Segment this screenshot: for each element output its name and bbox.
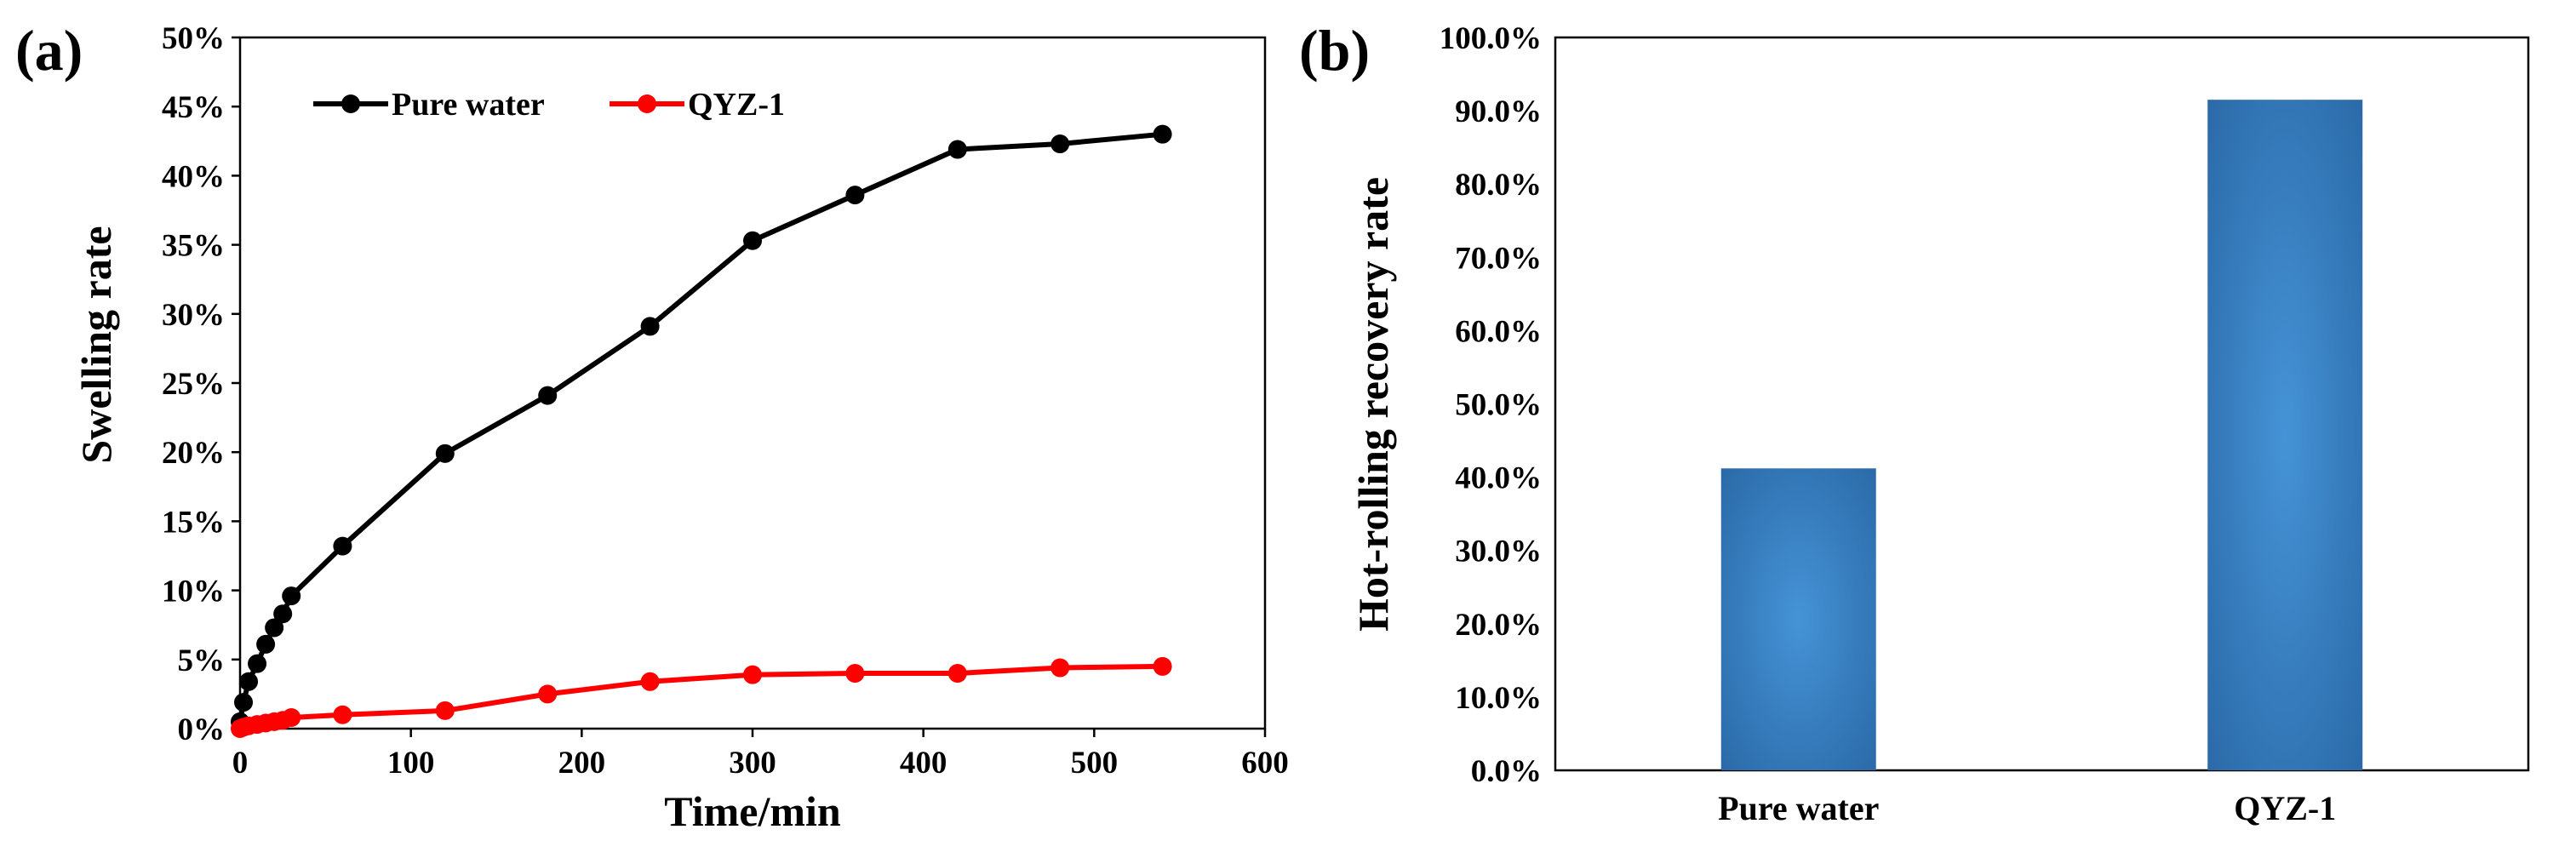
data-point-pure-water: [640, 317, 660, 336]
panel-a: (a) 0% 5% 10% 15% 20% 25% 30% 35% 40% 45% 50% 0 100…: [15, 18, 1289, 835]
y-tick-label-a: 30%: [162, 298, 225, 333]
y-axis-title-a: Swelling rate: [72, 226, 120, 463]
data-point-qyz-1: [743, 665, 762, 684]
category-labels-b: Pure water QYZ-1: [1718, 789, 2336, 827]
series-line-qyz-1: [238, 663, 1163, 731]
x-tick-label-a: 500: [1071, 746, 1119, 781]
legend-label-pure-water: Pure water: [392, 87, 545, 123]
data-point-pure-water: [538, 386, 558, 405]
y-tick-label-a: 45%: [162, 90, 225, 125]
data-point-pure-water: [265, 618, 284, 638]
x-axis-title-a: Time/min: [664, 787, 841, 835]
plot-b-frame: [1554, 36, 2530, 772]
panel-b: (b) 0.0% 10.0% 20.0% 30.0% 40.0% 50.0% 60.0% 70…: [1299, 18, 2530, 827]
panel-a-label: (a): [15, 18, 83, 83]
x-tick-label-a: 300: [729, 746, 776, 781]
y-tick-label-a: 25%: [162, 367, 225, 402]
data-point-pure-water: [845, 186, 865, 205]
x-tick-label-a: 600: [1241, 746, 1289, 781]
x-tick-label-a: 400: [900, 746, 947, 781]
data-point-pure-water: [273, 604, 293, 624]
x-tick-label-a: 0: [232, 746, 249, 781]
data-point-pure-water: [1153, 124, 1172, 144]
data-point-qyz-1: [333, 705, 352, 724]
data-point-pure-water: [239, 672, 259, 691]
panel-b-label: (b): [1299, 18, 1370, 83]
y-tick-label-b: 0.0%: [1471, 754, 1542, 789]
bar-qyz-1: [2207, 100, 2363, 770]
y-tick-label-a: 35%: [162, 229, 225, 264]
y-tick-label-a: 20%: [162, 436, 225, 471]
legend-label-qyz1: QYZ-1: [688, 87, 785, 123]
legend-a: Pure water QYZ-1: [313, 87, 785, 123]
data-point-qyz-1: [845, 664, 865, 684]
y-tick-label-a: 0%: [178, 712, 226, 747]
x-axis-ticks-a: 0 100 200 300 400 500 600: [232, 729, 1289, 781]
data-point-pure-water: [256, 634, 276, 654]
category-label-qyz-1: QYZ-1: [2234, 789, 2336, 827]
y-axis-ticks-b: 0.0% 10.0% 20.0% 30.0% 40.0% 50.0% 60.0% 70.0% 8…: [1440, 21, 1542, 789]
y-tick-label-b: 30.0%: [1455, 535, 1542, 569]
y-axis-title-b: Hot-rolling recovery rate: [1349, 177, 1397, 632]
series-line-pure-water: [238, 131, 1163, 723]
data-point-pure-water: [947, 140, 967, 159]
data-point-qyz-1: [1153, 656, 1172, 676]
data-point-qyz-1: [282, 708, 301, 728]
y-tick-label-a: 40%: [162, 159, 225, 194]
y-tick-label-b: 80.0%: [1455, 168, 1542, 203]
data-point-pure-water: [282, 586, 301, 606]
legend-marker-qyz1: [638, 94, 656, 113]
bars-b: [1720, 100, 2363, 770]
x-tick-label-a: 100: [387, 746, 435, 781]
series-lines-a: [238, 131, 1163, 731]
y-tick-label-a: 15%: [162, 505, 225, 540]
y-tick-label-b: 20.0%: [1455, 608, 1542, 643]
data-point-pure-water: [743, 231, 762, 250]
category-label-pure-water: Pure water: [1718, 789, 1879, 827]
series-points-a: [231, 124, 1172, 738]
y-tick-label-b: 10.0%: [1455, 681, 1542, 716]
y-tick-label-b: 90.0%: [1455, 94, 1542, 129]
y-tick-label-b: 40.0%: [1455, 461, 1542, 496]
data-point-qyz-1: [538, 684, 558, 704]
x-tick-label-a: 200: [558, 746, 606, 781]
data-point-qyz-1: [947, 664, 967, 684]
data-point-pure-water: [435, 443, 455, 463]
y-tick-label-a: 10%: [162, 575, 225, 609]
data-point-qyz-1: [1050, 658, 1070, 678]
y-tick-label-b: 100.0%: [1440, 21, 1542, 56]
bar-pure-water: [1720, 468, 1876, 770]
data-point-pure-water: [1050, 134, 1070, 154]
y-tick-label-b: 50.0%: [1455, 388, 1542, 423]
data-point-pure-water: [333, 536, 352, 556]
data-point-qyz-1: [435, 701, 455, 720]
y-tick-label-b: 70.0%: [1455, 241, 1542, 276]
y-axis-ticks-a: 0% 5% 10% 15% 20% 25% 30% 35% 40% 45% 50%: [162, 21, 240, 747]
data-point-qyz-1: [640, 672, 660, 691]
y-tick-label-a: 5%: [178, 644, 226, 678]
data-point-pure-water: [234, 693, 254, 712]
y-tick-label-b: 60.0%: [1455, 314, 1542, 349]
y-tick-label-a: 50%: [162, 21, 225, 56]
data-point-pure-water: [248, 654, 267, 673]
legend-marker-pure-water: [341, 94, 360, 113]
